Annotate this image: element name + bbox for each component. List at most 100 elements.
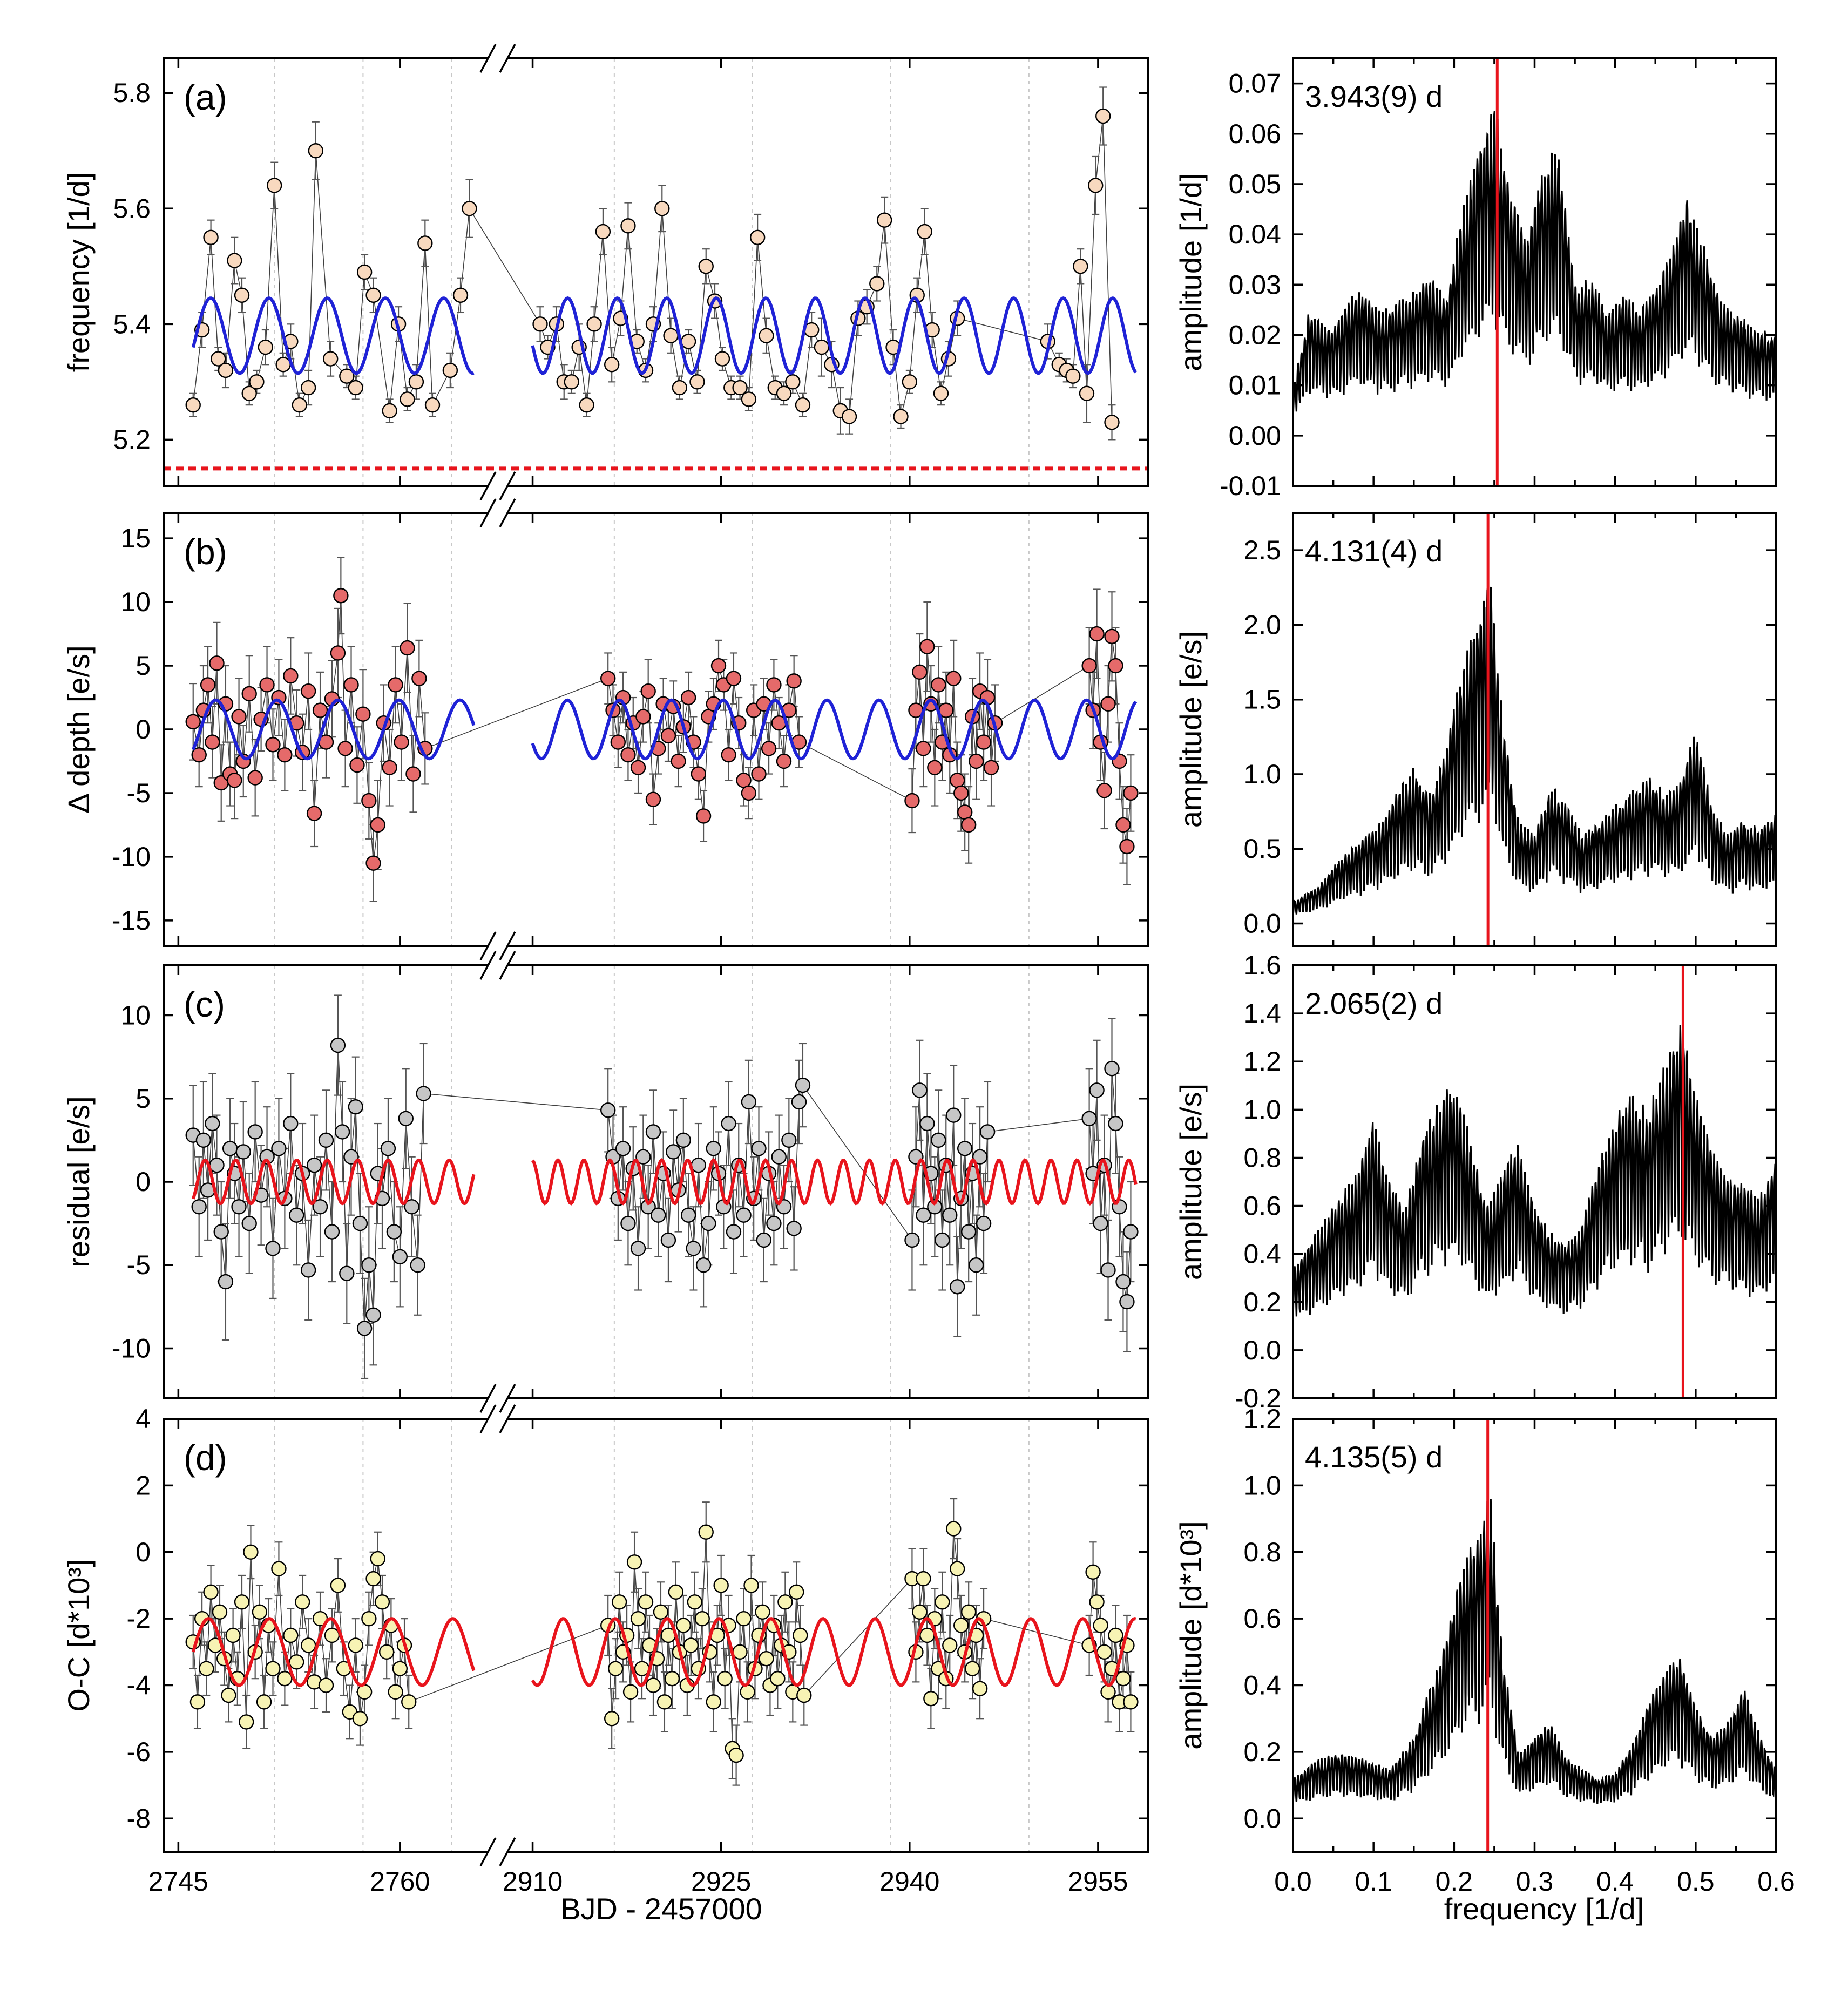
data-point [277,747,293,763]
data-point [234,1594,250,1610]
axis-break-mark [479,951,497,980]
data-point [356,1321,373,1336]
data-point [1085,1564,1101,1580]
data-point [877,212,892,228]
panel-pb: 0.0 0.5 1.0 1.5 2.0 2.5 4.131(4) d amplitude [e… [1174,512,1777,947]
data-point [283,668,299,684]
y-tick-label: 0.8 [1243,1537,1281,1567]
periodogram-line [1292,1499,1777,1806]
data-point [791,1094,807,1110]
axis-break-mark [479,931,497,960]
data-point [343,677,359,693]
data-point [1073,259,1088,274]
data-point [917,224,932,240]
data-point [935,1594,950,1610]
data-point [656,1694,673,1710]
data-point [611,1594,627,1610]
data-point [600,671,616,686]
y-tick-label: -8 [127,1803,151,1833]
data-point [645,1124,661,1140]
y-tick-label: 0.6 [1243,1191,1281,1221]
data-point [946,671,962,686]
data-point [348,1637,363,1653]
panels: 5.2 5.4 5.6 5.8 (a) frequency [1/d] -15 -10 -5 0 5… [62,44,1795,1897]
data-point [205,734,220,750]
data-point [283,1627,299,1643]
data-point [755,1604,770,1620]
data-point [234,287,250,303]
data-point [776,753,792,769]
data-point [452,287,469,303]
data-point [225,1627,241,1643]
panel-pd: 0.0 0.2 0.4 0.6 0.8 1.0 1.2 0.0 0.1 0.2 0.3 0.4 0.5 0… [1174,1404,1795,1897]
data-point [622,1684,639,1700]
data-point [306,1157,322,1173]
data-point [416,1086,431,1101]
data-point [1096,1644,1112,1660]
data-point [349,757,365,773]
data-point [203,1584,219,1600]
data-point [1100,1684,1116,1700]
data-point [411,671,427,686]
period-annotation: 4.131(4) d [1305,534,1443,568]
data-point [1123,785,1139,801]
axis-break-mark [479,1837,497,1866]
data-point [732,1644,748,1660]
data-point [916,1207,931,1223]
axis-break-mark [499,498,516,527]
data-point [252,1604,268,1620]
data-point [972,1149,988,1165]
data-point [324,1224,340,1240]
data-point [1119,1294,1135,1310]
data-point [706,1141,721,1156]
data-point [1093,1215,1108,1231]
data-point [638,1594,654,1610]
data-point [398,1111,414,1126]
data-point [776,385,792,401]
data-point [386,1224,402,1240]
y-tick-label: 0.4 [1243,1670,1281,1701]
y-tick-label: 0.6 [1243,1603,1281,1634]
data-point [1095,108,1111,124]
y-tick-label: 0.06 [1229,119,1281,149]
data-point [933,385,949,401]
data-point [1089,1594,1105,1610]
panel-b: -15 -10 -5 0 5 10 15 (b) Δ depth [e/s] [62,498,1149,960]
y-tick-label: -0.2 [1235,1383,1281,1413]
data-point [267,178,282,193]
y-tick-label: 5.6 [113,193,151,224]
data-point [689,374,705,390]
data-point [586,316,602,332]
data-point [222,1141,238,1156]
y-axis-title: O-C [d*10³] [62,1559,96,1711]
data-point [893,409,909,424]
data-point [1123,1224,1139,1240]
data-point [683,1637,699,1653]
data-point [630,760,646,775]
axis-break-mark [479,44,497,73]
data-point [968,1257,984,1273]
axis-break-mask [489,483,507,489]
data-point [740,1684,755,1700]
data-point [241,1215,257,1231]
data-point [318,1132,334,1148]
data-point [976,734,992,750]
data-point [185,397,201,413]
axis-break-mask [489,1849,507,1855]
y-tick-label: 2.0 [1243,610,1281,640]
axis-break-mark [479,1384,497,1413]
data-point [370,817,385,833]
data-point [931,677,946,693]
data-point [957,1141,973,1156]
data-point [912,1082,928,1098]
y-tick-label: -6 [127,1737,151,1767]
data-point [736,1610,752,1627]
y-tick-label: 5.2 [113,424,151,455]
axis-break-mark [499,931,516,960]
panel-d: -8 -6 -4 -2 0 2 4 2745 2760 2910 2925 2940 2955 (d) O-… [62,1404,1149,1897]
data-point [675,1618,692,1633]
data-point [645,791,661,807]
y-tick-label: 0 [136,714,151,745]
data-point [620,1215,636,1231]
x-tick-label: 2910 [503,1866,563,1897]
